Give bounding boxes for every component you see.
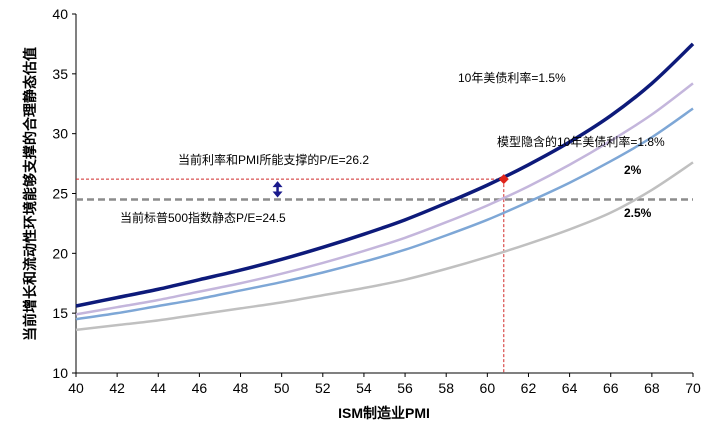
label-current-support: 当前利率和PMI所能支撑的P/E=26.2 bbox=[178, 152, 369, 167]
x-tick-label: 62 bbox=[521, 380, 537, 396]
x-tick-label: 40 bbox=[68, 380, 84, 396]
y-tick-label: 10 bbox=[52, 365, 68, 381]
y-tick-label: 40 bbox=[52, 6, 68, 22]
x-tick-label: 68 bbox=[644, 380, 660, 396]
y-axis-title: 当前增长和流动性环境能够支撑的合理静态估值 bbox=[22, 47, 38, 341]
y-ticks: 10 15 20 25 30 35 40 bbox=[52, 6, 76, 381]
x-tick-label: 58 bbox=[438, 380, 454, 396]
x-tick-label: 48 bbox=[233, 380, 249, 396]
x-ticks: 40 42 44 46 48 50 52 54 56 58 60 62 64 66 68 70 bbox=[68, 373, 701, 396]
y-tick-label: 15 bbox=[52, 305, 68, 321]
x-tick-label: 54 bbox=[356, 380, 372, 396]
series-line-2pct bbox=[75, 107, 694, 321]
series-line-2-5pct bbox=[75, 161, 694, 332]
current-point-marker bbox=[498, 174, 509, 185]
label-rate-2: 2% bbox=[624, 163, 642, 177]
x-tick-label: 56 bbox=[397, 380, 413, 396]
x-tick-label: 42 bbox=[109, 380, 125, 396]
x-tick-label: 50 bbox=[274, 380, 290, 396]
x-tick-label: 60 bbox=[480, 380, 496, 396]
x-tick-label: 46 bbox=[192, 380, 208, 396]
series-line-1-8pct bbox=[75, 82, 694, 316]
x-tick-label: 66 bbox=[603, 380, 619, 396]
markers bbox=[498, 174, 509, 185]
y-tick-label: 35 bbox=[52, 66, 68, 82]
reference-lines bbox=[76, 178, 693, 373]
label-rate-1-5: 10年美债利率=1.5% bbox=[458, 70, 566, 85]
label-sp500: 当前标普500指数静态P/E=24.5 bbox=[120, 210, 286, 225]
x-tick-label: 70 bbox=[685, 380, 701, 396]
x-tick-label: 44 bbox=[150, 380, 166, 396]
x-axis-title: ISM制造业PMI bbox=[338, 405, 430, 421]
gap-arrow-head-up bbox=[272, 181, 283, 188]
series-group bbox=[75, 42, 695, 332]
gap-arrow-head-down bbox=[272, 191, 283, 198]
x-tick-label: 52 bbox=[315, 380, 331, 396]
label-rate-1-8: 模型隐含的10年美债利率=1.8% bbox=[497, 134, 665, 149]
x-tick-label: 64 bbox=[562, 380, 578, 396]
y-tick-label: 20 bbox=[52, 245, 68, 261]
series-line-1-5pct bbox=[75, 42, 695, 308]
y-tick-label: 25 bbox=[52, 186, 68, 202]
label-rate-2-5: 2.5% bbox=[624, 206, 652, 220]
y-tick-label: 30 bbox=[52, 126, 68, 142]
